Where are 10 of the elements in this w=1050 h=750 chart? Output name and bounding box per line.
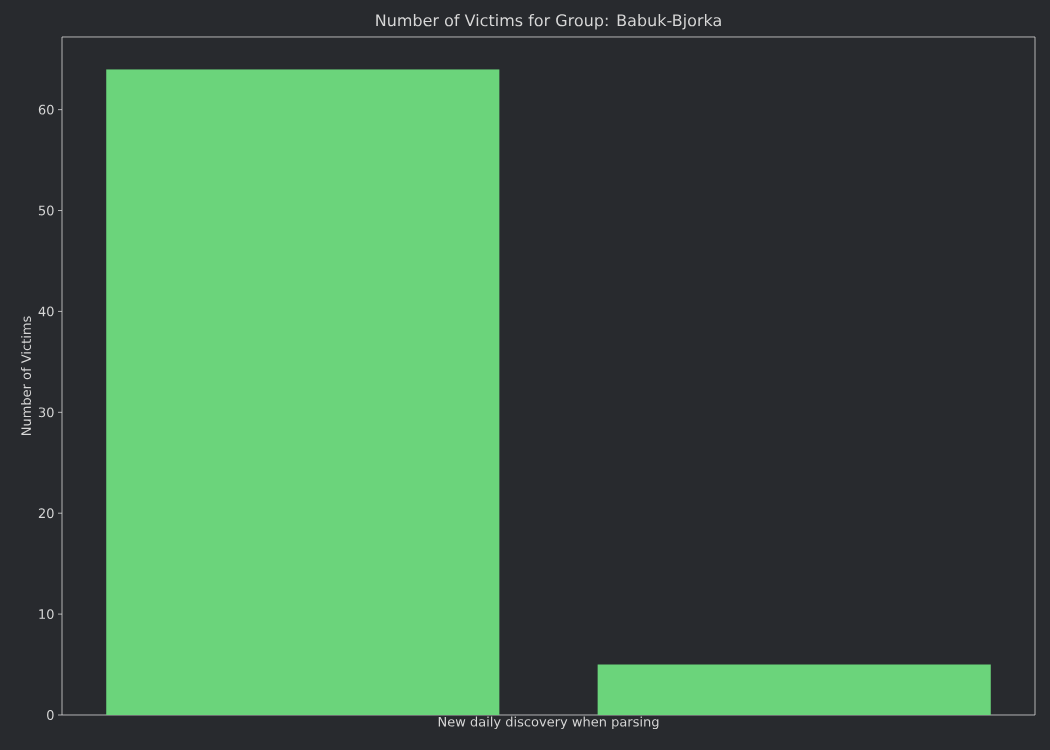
x-axis-title: New daily discovery when parsing: [438, 716, 659, 730]
chart-title: Number of Victims for Group: Babuk-Bjorka: [376, 13, 721, 30]
y-tick-label: 10: [39, 609, 54, 620]
y-tick-label: 0: [47, 710, 54, 720]
y-tick-label: 60: [38, 104, 54, 115]
y-tick-label: 30: [38, 407, 54, 418]
y-tick-label: 50: [38, 205, 54, 216]
y-tick-label: 40: [38, 306, 54, 317]
y-tick-label: 20: [38, 508, 54, 519]
y-axis-title: Number of Victims: [20, 316, 32, 435]
